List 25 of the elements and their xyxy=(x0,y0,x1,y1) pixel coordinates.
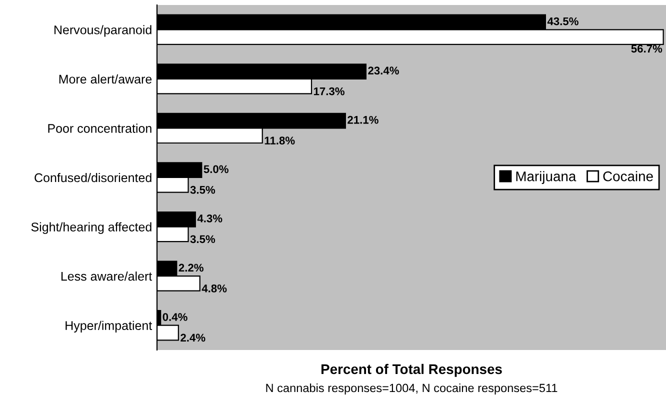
data-label: 4.3% xyxy=(197,214,222,222)
y-tick-label: Less aware/alert xyxy=(61,272,152,281)
data-label: 17.3% xyxy=(314,87,344,96)
legend-label: Marijuana xyxy=(516,171,576,184)
data-label: 56.7% xyxy=(631,44,662,53)
data-label: 5.0% xyxy=(204,165,228,174)
data-label: 43.5% xyxy=(547,17,578,26)
data-label: 23.4% xyxy=(368,66,399,75)
y-tick-label: Poor concentration xyxy=(48,124,152,133)
y-tick-label: More alert/aware xyxy=(59,74,152,84)
data-label: 4.8% xyxy=(202,284,227,292)
data-label: 3.5% xyxy=(190,235,216,244)
y-tick-label: Hyper/impatient xyxy=(66,320,152,332)
data-label: 21.1% xyxy=(348,116,378,124)
data-label: 2.2% xyxy=(178,264,204,272)
data-label: 2.4% xyxy=(180,334,206,342)
y-tick-label: Confused/disoriented xyxy=(34,172,152,182)
y-tick-label: Nervous/paranoid xyxy=(54,25,152,37)
data-label: 3.5% xyxy=(190,186,216,194)
y-tick-label: Sight/hearing affected xyxy=(31,222,152,234)
x-axis-title: Percent of Total Responses xyxy=(321,364,502,377)
data-label: 11.8% xyxy=(264,136,295,145)
legend-label: Cocaine xyxy=(603,171,653,182)
data-label: 0.4% xyxy=(162,313,188,321)
text: N cannabis responses=1004, N cocaine responses=511 xyxy=(266,383,558,395)
